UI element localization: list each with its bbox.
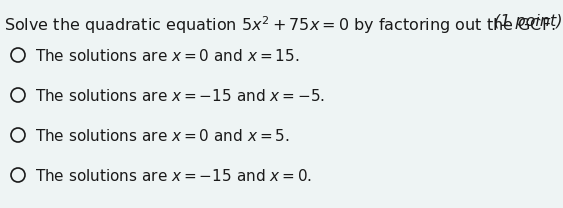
Text: The solutions are $x = {-}15$ and $x = {-}5$.: The solutions are $x = {-}15$ and $x = {…: [35, 88, 325, 104]
Text: (1 point): (1 point): [494, 14, 562, 29]
Text: The solutions are $x = {-}15$ and $x = 0$.: The solutions are $x = {-}15$ and $x = 0…: [35, 168, 312, 184]
Text: The solutions are $x = 0$ and $x = 5$.: The solutions are $x = 0$ and $x = 5$.: [35, 128, 290, 144]
Text: Solve the quadratic equation $5x^2 + 75x = 0$ by factoring out the GCF.: Solve the quadratic equation $5x^2 + 75x…: [4, 14, 556, 36]
Text: The solutions are $x = 0$ and $x = 15$.: The solutions are $x = 0$ and $x = 15$.: [35, 48, 300, 64]
